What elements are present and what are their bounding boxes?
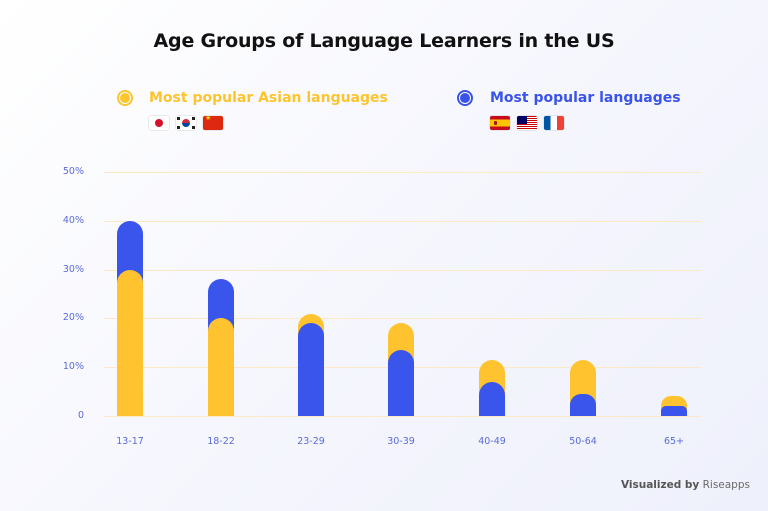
- x-axis-tick: 65+: [663, 436, 685, 447]
- bar-popular-languages: [298, 323, 324, 416]
- grid-line: [104, 416, 702, 417]
- bar-asian-languages: [208, 318, 234, 416]
- es-flag-icon: [490, 116, 510, 130]
- bar-popular-languages: [570, 394, 596, 416]
- fr-flag-icon: [544, 116, 564, 130]
- cn-flag-icon: [203, 116, 223, 130]
- x-axis-tick: 40-49: [478, 436, 506, 447]
- y-axis-tick: 30%: [62, 264, 84, 275]
- x-axis-tick: 23-29: [297, 436, 325, 447]
- legend-flags-asian: [149, 116, 223, 130]
- legend-dot-blue-icon: [457, 90, 473, 106]
- footer-credit: Visualized by Riseapps: [621, 479, 750, 491]
- y-axis-tick: 0: [77, 410, 84, 421]
- footer-prefix: Visualized by: [620, 479, 700, 491]
- grid-line: [104, 221, 702, 222]
- legend-dot-yellow-icon: [117, 90, 133, 106]
- bar-asian-languages: [117, 270, 143, 416]
- y-axis-tick: 10%: [62, 361, 84, 372]
- legend-label-asian: Most popular Asian languages: [149, 90, 388, 106]
- y-axis-tick: 50%: [62, 166, 84, 177]
- grid-line: [104, 318, 702, 319]
- x-axis-tick: 50-64: [569, 436, 597, 447]
- x-axis-tick: 30-39: [387, 436, 415, 447]
- footer-brand: Riseapps: [702, 479, 750, 491]
- jp-flag-icon: [149, 116, 169, 130]
- grid-line: [104, 172, 702, 173]
- legend-label-popular: Most popular languages: [490, 90, 681, 106]
- x-axis-tick: 18-22: [207, 436, 235, 447]
- chart-title: Age Groups of Language Learners in the U…: [153, 30, 615, 52]
- grid-line: [104, 270, 702, 271]
- my-flag-icon: [517, 116, 537, 130]
- bar-popular-languages: [388, 350, 414, 416]
- x-axis-tick: 13-17: [116, 436, 144, 447]
- bar-popular-languages: [479, 382, 505, 416]
- y-axis-tick: 40%: [62, 215, 84, 226]
- y-axis-tick: 20%: [62, 312, 84, 323]
- legend-flags-popular: [490, 116, 564, 130]
- kr-flag-icon: [176, 116, 196, 130]
- bar-popular-languages: [661, 406, 687, 416]
